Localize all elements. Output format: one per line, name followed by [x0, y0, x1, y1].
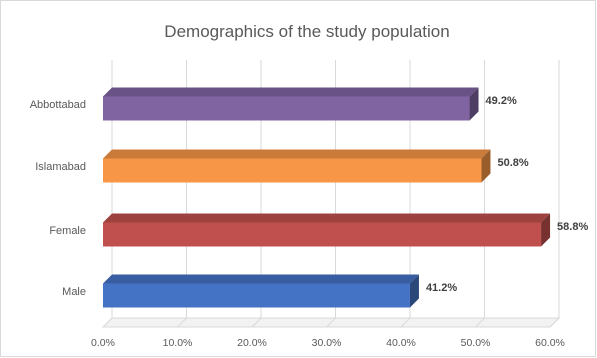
- x-tick-label: 20.0%: [237, 337, 267, 349]
- data-label: 58.8%: [557, 221, 588, 233]
- bar-male: [103, 274, 419, 308]
- category-label: Abbottabad: [30, 99, 86, 111]
- floor-gridline-3: [326, 317, 336, 328]
- bar-abbottabad: [103, 87, 479, 121]
- bar-top-face: [103, 87, 479, 97]
- category-label: Islamabad: [35, 161, 86, 173]
- data-label: 50.8%: [497, 157, 528, 169]
- floor-gridline-5: [475, 317, 485, 328]
- x-tick-label: 10.0%: [163, 337, 193, 349]
- x-tick-label: 50.0%: [461, 337, 491, 349]
- bar-female: [103, 213, 551, 247]
- x-tick-label: 60.0%: [535, 337, 565, 349]
- bar-front-face: [103, 222, 542, 247]
- floor-gridline-1: [177, 317, 187, 328]
- data-label: 41.2%: [426, 282, 457, 294]
- floor-gridline-0: [102, 317, 113, 328]
- x-tick-label: 30.0%: [312, 337, 342, 349]
- bar-end-face: [409, 274, 419, 308]
- category-label: Male: [62, 286, 86, 298]
- bar-top-face: [103, 149, 491, 159]
- bar-top-face: [103, 213, 551, 223]
- floor-gridline-6: [549, 317, 560, 328]
- bar-front-face: [103, 283, 410, 308]
- x-tick-labels: 0.0% 10.0% 20.0% 30.0% 40.0% 50.0% 60.0%: [91, 337, 565, 349]
- floor-gridline-2: [251, 317, 262, 328]
- floor-gridline-4: [400, 317, 411, 328]
- category-label: Female: [49, 225, 86, 237]
- x-tick-label: 0.0%: [91, 337, 115, 349]
- bar-front-face: [103, 158, 482, 183]
- bar-end-face: [541, 213, 551, 247]
- bars: [103, 87, 551, 308]
- bar-top-face: [103, 274, 419, 284]
- data-label: 49.2%: [486, 95, 517, 107]
- category-labels: Male Female Islamabad Abbottabad: [30, 99, 86, 298]
- data-labels: 41.2% 58.8% 50.8% 49.2%: [426, 95, 589, 294]
- x-tick-label: 40.0%: [386, 337, 416, 349]
- bar-front-face: [103, 96, 470, 121]
- bar-islamabad: [103, 149, 491, 183]
- chart-title: Demographics of the study population: [164, 22, 449, 41]
- bar-end-face: [481, 149, 491, 183]
- bar-end-face: [469, 87, 479, 121]
